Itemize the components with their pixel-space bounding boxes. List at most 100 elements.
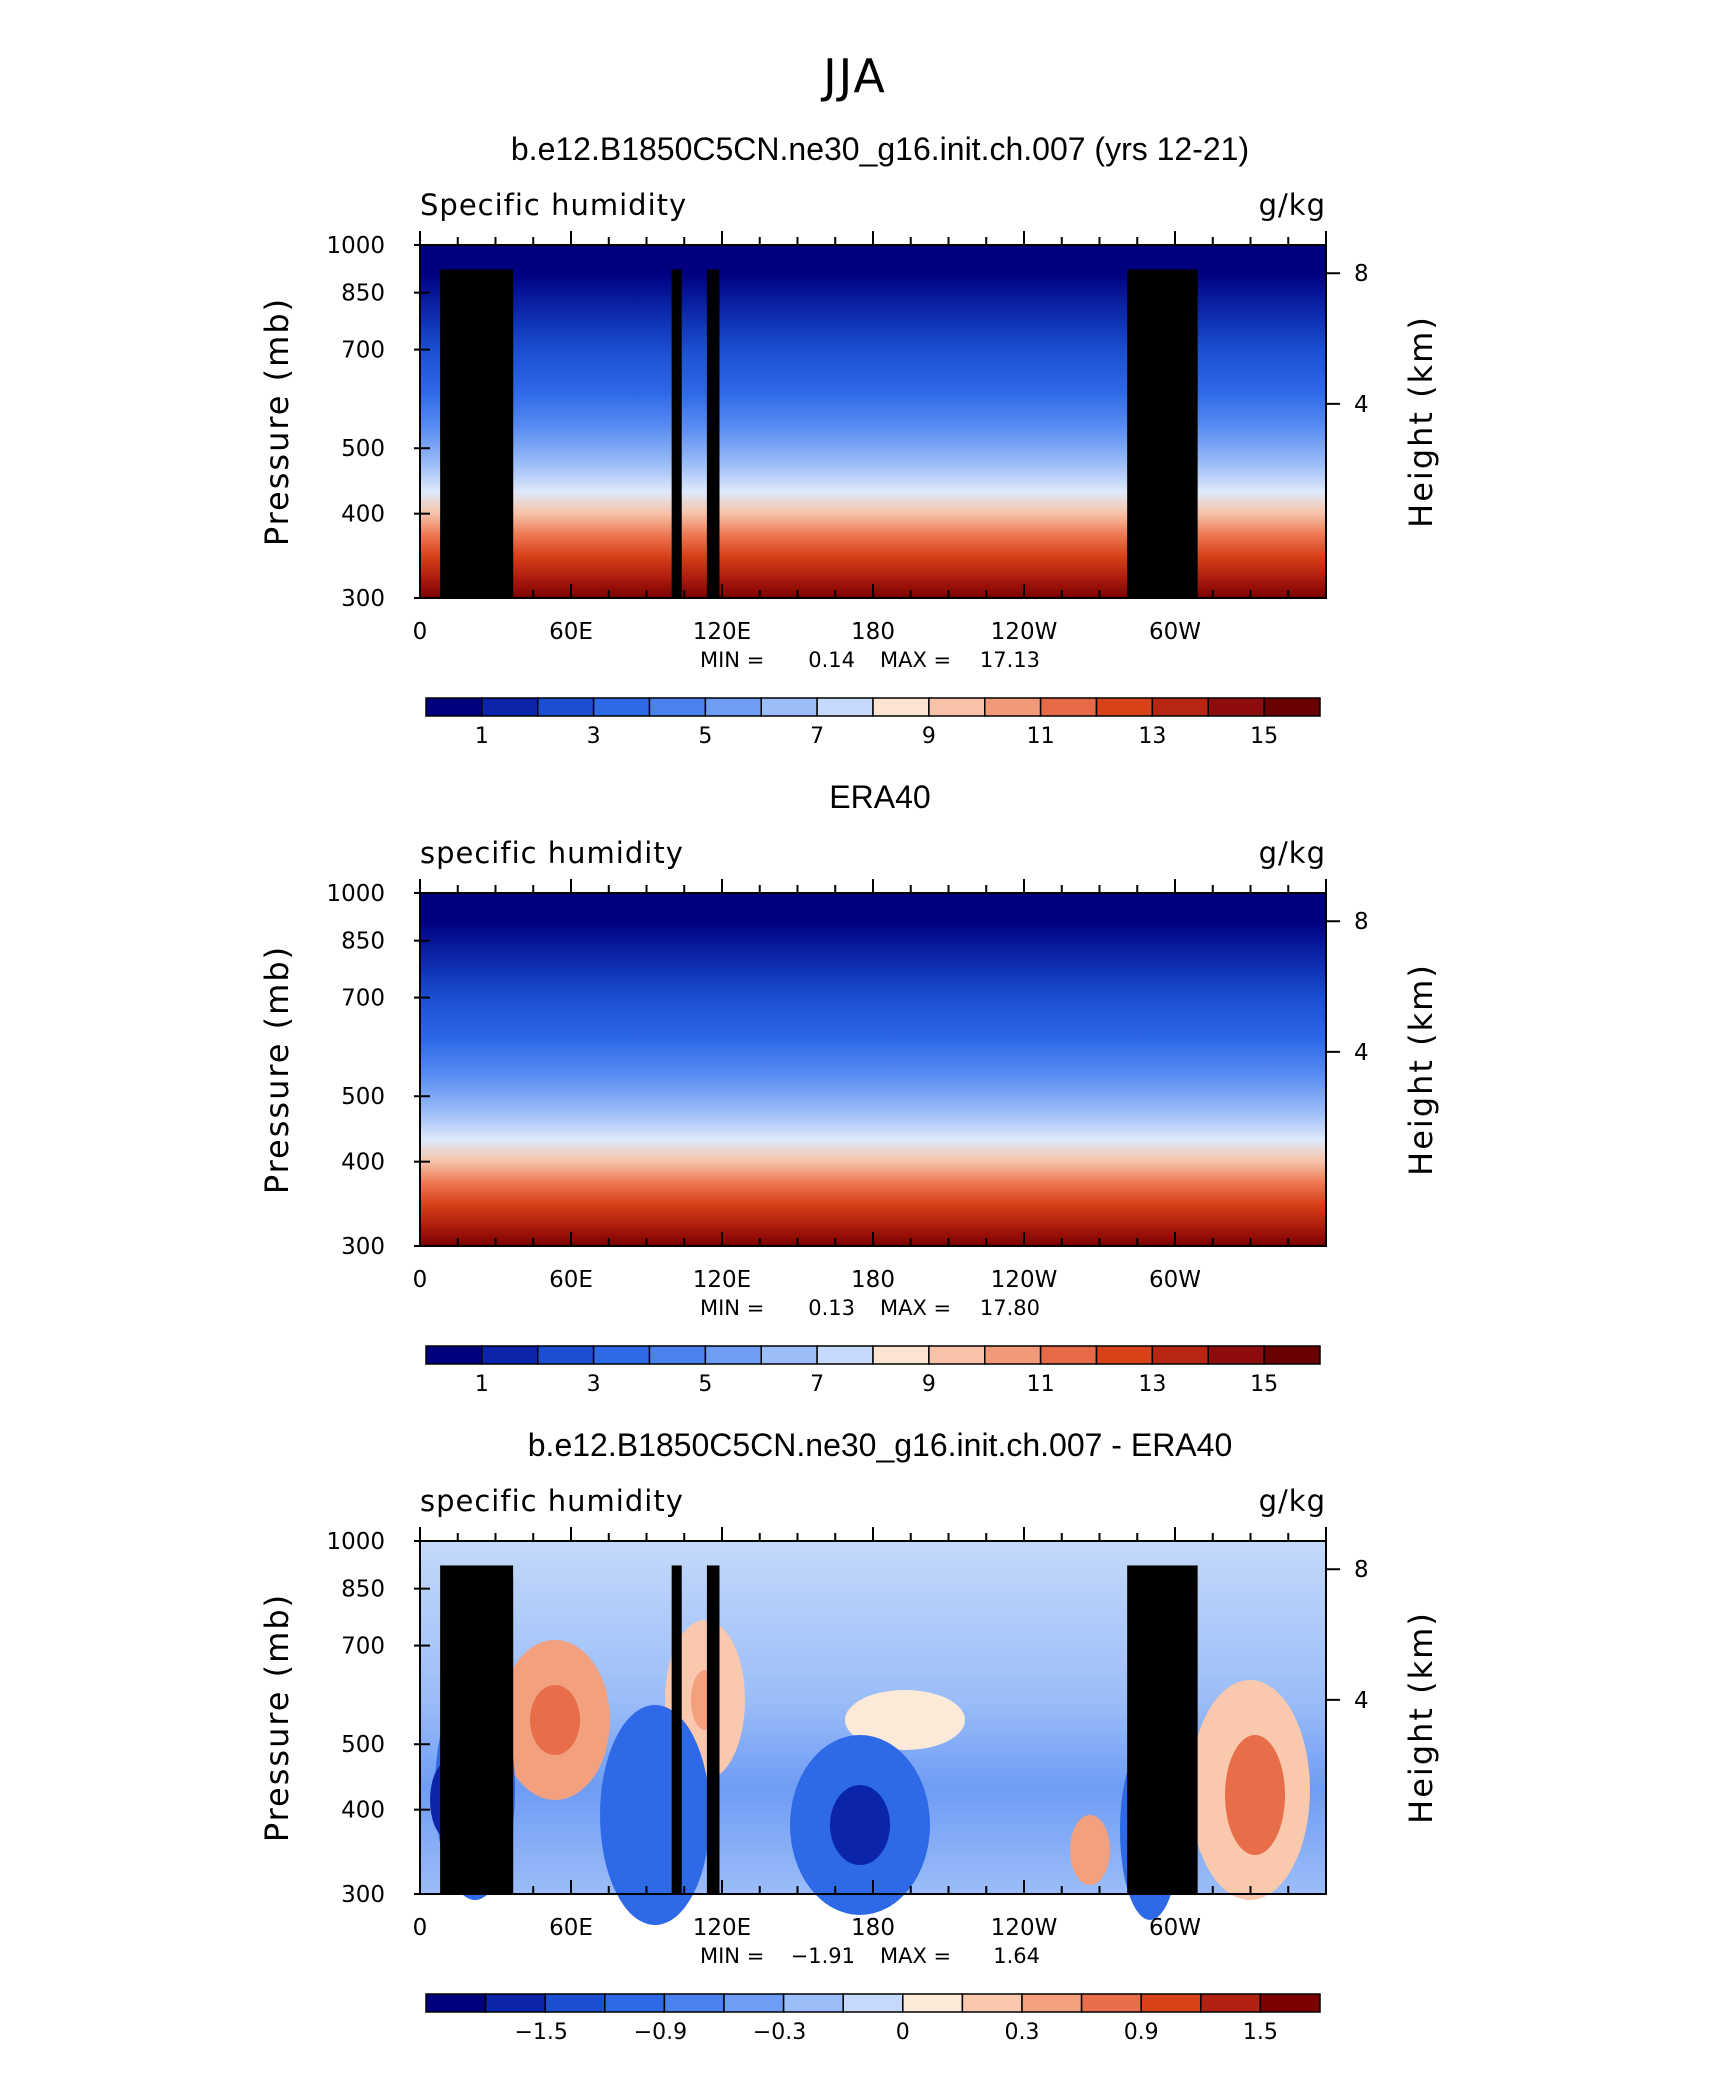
y-tick-label: 400 [341, 1150, 385, 1176]
x-tick-label: 120E [693, 1267, 751, 1293]
colorbar-box [1140, 1993, 1202, 2013]
colorbar-box [484, 1993, 546, 2013]
x-tick-label: 120W [991, 619, 1058, 645]
y-tick-label: 500 [341, 1732, 385, 1758]
terrain-mask [477, 1578, 514, 1894]
y-tick-label: 300 [341, 1882, 385, 1908]
y-tick-label: 400 [341, 502, 385, 528]
colorbar-box [544, 1993, 606, 2013]
colorbar-box [961, 1993, 1023, 2013]
x-tick-label: 0 [413, 1267, 428, 1293]
x-tick-label: 60E [549, 1267, 593, 1293]
panel-3: b.e12.B1850C5CN.ne30_g16.init.ch.007 - E… [258, 1427, 1440, 2045]
max-label: MAX = [880, 648, 951, 672]
y2-tick-label: 8 [1354, 909, 1369, 935]
units-label: g/kg [1259, 836, 1326, 870]
x-tick-label: 60W [1149, 619, 1201, 645]
colorbar-box [663, 1993, 725, 2013]
colorbar-box [902, 1993, 964, 2013]
colorbar-box [1095, 1345, 1154, 1365]
x-tick-label: 120W [991, 1915, 1058, 1941]
colorbar-label: 1 [475, 724, 489, 749]
panel-1: b.e12.B1850C5CN.ne30_g16.init.ch.007 (yr… [258, 131, 1440, 749]
colorbar: −1.5 −0.9 −0.3 0 0.3 0.9 1.5 [425, 1993, 1321, 2045]
min-value: −1.91 [791, 1944, 855, 1968]
colorbar-box [872, 1345, 930, 1365]
colorbar-label: 1 [475, 1372, 489, 1397]
x-tick-label: 60E [549, 619, 593, 645]
y-tick-label: 300 [341, 586, 385, 612]
min-label: MIN = [700, 1296, 764, 1320]
colorbar-box [592, 1345, 651, 1365]
colorbar-box [1151, 697, 1209, 717]
colorbar-box [816, 697, 874, 717]
x-tick-label: 0 [413, 619, 428, 645]
colorbar-box [648, 697, 707, 717]
min-label: MIN = [700, 1944, 764, 1968]
anomaly-contour [1070, 1815, 1110, 1885]
colorbar-box [604, 1993, 666, 2013]
colorbar-box [760, 1345, 818, 1365]
panel-2: ERA40 specific humidity g/kg 0 60E 120E 180 120… [258, 779, 1440, 1397]
colorbar-label: 9 [922, 1372, 936, 1397]
y-tick-label: 400 [341, 1798, 385, 1824]
x-tick-label: 60W [1149, 1915, 1201, 1941]
y2-axis-title: Height (km) [1402, 963, 1440, 1176]
y2-tick-label: 4 [1354, 1688, 1369, 1714]
panel-title: b.e12.B1850C5CN.ne30_g16.init.ch.007 - E… [528, 1427, 1232, 1463]
colorbar-box [928, 1345, 986, 1365]
terrain-mask [1127, 269, 1198, 598]
terrain-mask [671, 269, 682, 598]
y-tick-label: 700 [341, 986, 385, 1012]
colorbar-box [537, 1345, 595, 1365]
panel-title: b.e12.B1850C5CN.ne30_g16.init.ch.007 (yr… [511, 131, 1249, 167]
anomaly-contour [530, 1685, 580, 1755]
colorbar-label: 13 [1138, 724, 1166, 749]
colorbar-box [1263, 1345, 1321, 1365]
terrain-mask [706, 269, 720, 598]
y2-tick-label: 4 [1354, 1040, 1369, 1066]
anomaly-contour [600, 1705, 710, 1925]
y-tick-label: 850 [341, 929, 385, 955]
colorbar-label: 1.5 [1243, 2020, 1278, 2045]
colorbar-box [704, 1345, 762, 1365]
variable-label: specific humidity [420, 836, 684, 870]
y-tick-label: 1000 [326, 881, 385, 907]
colorbar-box [425, 697, 483, 717]
x-tick-label: 180 [851, 1915, 895, 1941]
panel-title: ERA40 [829, 779, 930, 815]
colorbar-label: 13 [1138, 1372, 1166, 1397]
colorbar-box [1021, 1993, 1083, 2013]
colorbar-box [928, 697, 986, 717]
terrain-mask [671, 1565, 682, 1894]
x-tick-label: 0 [413, 1915, 428, 1941]
x-tick-label: 120E [693, 1915, 751, 1941]
colorbar-box [1259, 1993, 1321, 2013]
colorbar: 1 3 5 7 9 11 13 15 [425, 697, 1321, 749]
colorbar-label: 9 [922, 724, 936, 749]
terrain-mask [1127, 1565, 1198, 1894]
x-tick-label: 120E [693, 619, 751, 645]
colorbar-box [1039, 1345, 1098, 1365]
colorbar-label: 0.9 [1124, 2020, 1159, 2045]
max-value: 17.80 [980, 1296, 1040, 1320]
colorbar-box [1151, 1345, 1209, 1365]
x-tick-label: 180 [851, 1267, 895, 1293]
anomaly-contour [1225, 1735, 1285, 1855]
colorbar-box [1207, 697, 1265, 717]
y-tick-label: 500 [341, 436, 385, 462]
colorbar-box [760, 697, 818, 717]
field-background [420, 893, 1326, 1246]
y-axis-title: Pressure (mb) [258, 1593, 296, 1842]
y2-axis-title: Height (km) [1402, 315, 1440, 528]
colorbar-box [537, 697, 595, 717]
colorbar-label: −0.3 [753, 2020, 806, 2045]
colorbar-box [425, 1345, 483, 1365]
units-label: g/kg [1259, 188, 1326, 222]
max-label: MAX = [880, 1944, 951, 1968]
colorbar-box [723, 1993, 785, 2013]
colorbar-box [1263, 697, 1321, 717]
colorbar-box [1039, 697, 1098, 717]
y-tick-label: 500 [341, 1084, 385, 1110]
